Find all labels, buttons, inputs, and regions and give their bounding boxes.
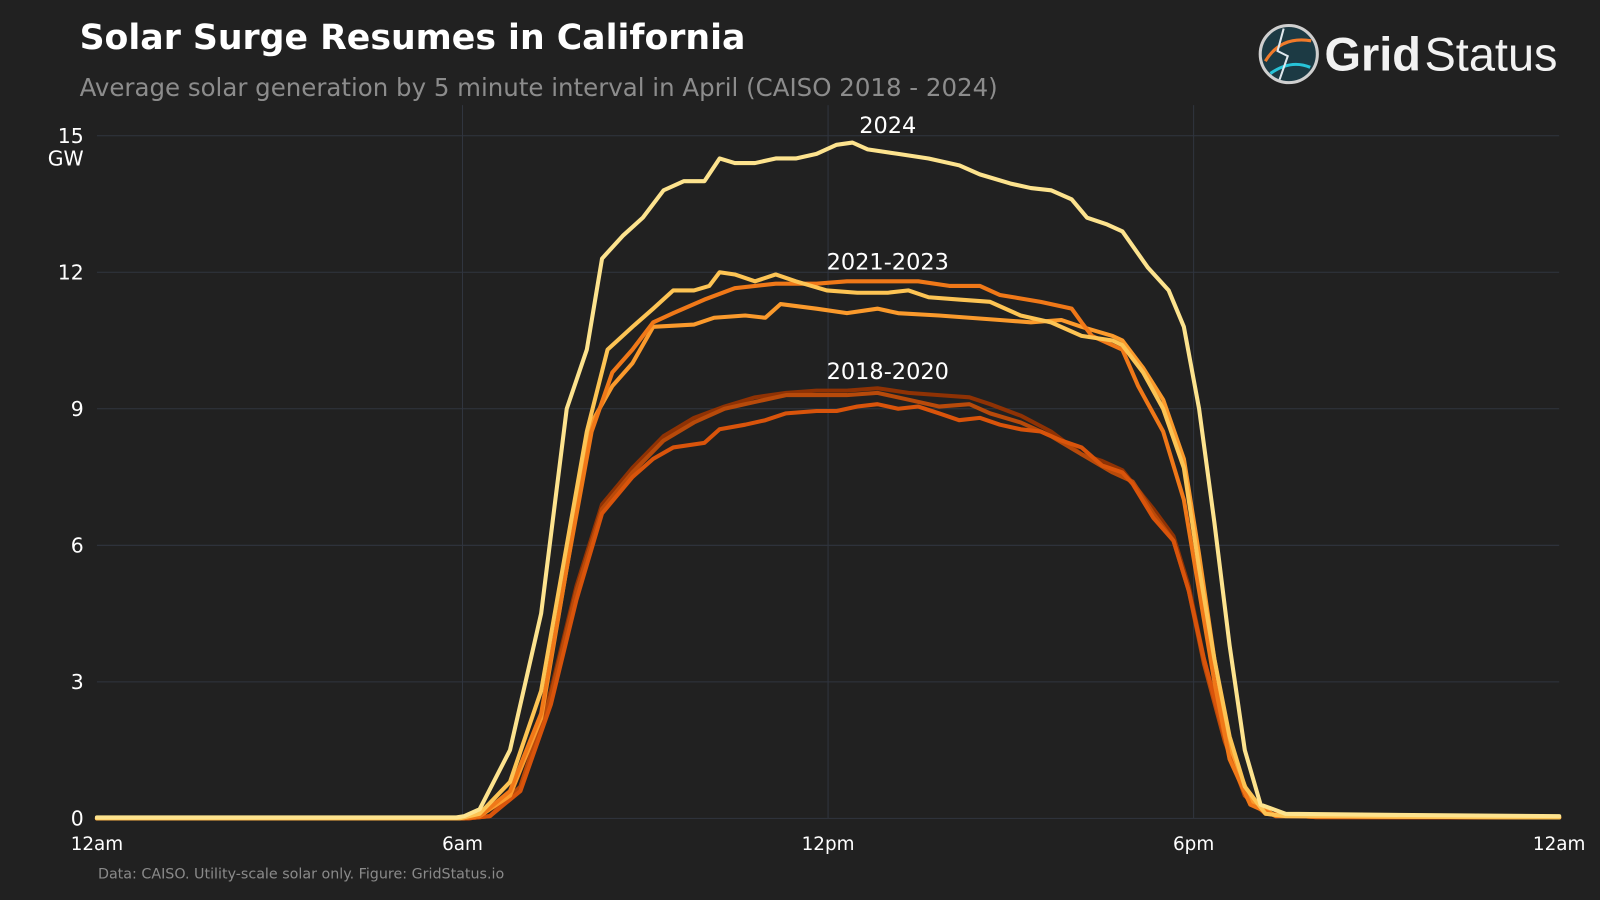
y-tick-label: 9 (71, 397, 84, 421)
logo-text-regular: Status (1424, 28, 1557, 80)
series-line-5 (94, 270, 1562, 821)
series-line-6 (94, 140, 1562, 820)
y-tick-label: 6 (71, 533, 84, 557)
series-line-4 (94, 279, 1562, 821)
x-tick-label: 12am (1533, 834, 1585, 855)
chart-title: Solar Surge Resumes in California (80, 18, 746, 58)
x-tick-label: 12pm (802, 834, 855, 855)
series-group-label: 2021-2023 (827, 250, 949, 276)
series-group-label: 2024 (859, 113, 916, 139)
x-tick-label: 12am (71, 834, 124, 855)
axis-ticks: 0 3 6 9 12 15 12am 6am 12pm 6pm 12am (58, 124, 1586, 855)
annotations: 2024 2021-2023 2018-2020 (827, 113, 949, 385)
series-lines (94, 140, 1562, 821)
series-line-2 (94, 402, 1562, 821)
y-axis-unit-label: GW (48, 146, 84, 170)
gridlines (96, 105, 1560, 819)
x-tick-label: 6am (442, 834, 483, 855)
lightning-globe-icon (1258, 23, 1319, 85)
logo-text-bold: Grid (1324, 28, 1420, 80)
y-tick-label: 0 (71, 807, 84, 831)
chart-subtitle: Average solar generation by 5 minute int… (80, 73, 998, 102)
series-group-label: 2018-2020 (827, 359, 949, 385)
x-tick-label: 6pm (1173, 834, 1214, 855)
gridstatus-logo: Grid Status (1258, 23, 1558, 85)
footnote: Data: CAISO. Utility-scale solar only. F… (98, 867, 504, 883)
y-tick-label: 12 (58, 260, 84, 284)
y-tick-label: 15 (58, 124, 84, 148)
y-tick-label: 3 (71, 670, 84, 694)
